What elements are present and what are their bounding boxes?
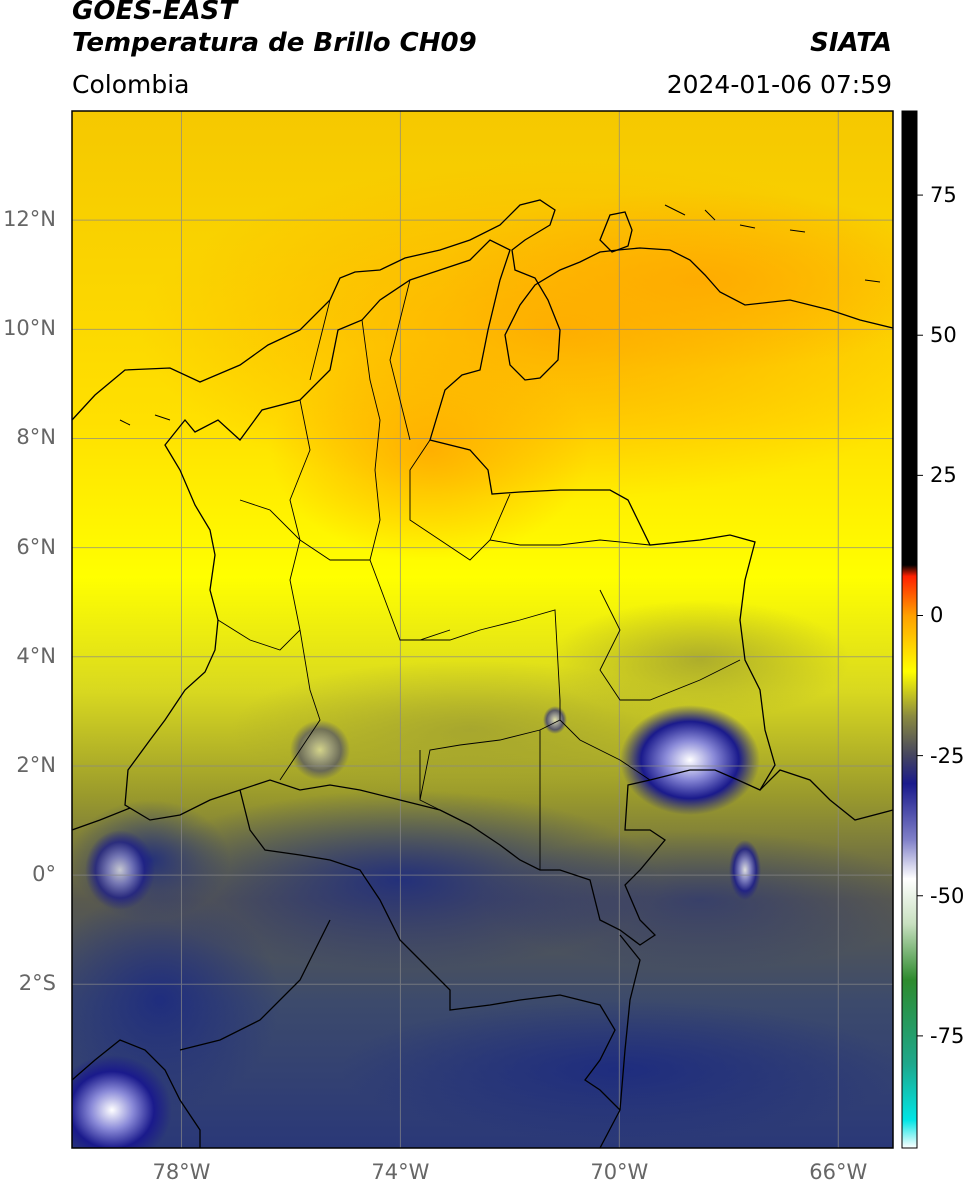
lat-tick-label: 4°N [16, 643, 56, 668]
department-boundaries [217, 279, 741, 870]
colorbar-tick-label: 75 [930, 183, 957, 208]
satellite-title: GOES-EAST [72, 0, 238, 26]
caribbean-coastline [72, 199, 893, 421]
colorbar-tick-label: 0 [930, 603, 944, 628]
peru-inner-border [179, 919, 331, 1051]
colorbar-tick-label: -50 [930, 883, 965, 908]
organization-label: SIATA [810, 28, 892, 58]
islands [119, 204, 881, 426]
lon-tick-label: 78°W [152, 1160, 211, 1184]
graticule [72, 111, 893, 1148]
colorbar-tick-label: -75 [930, 1023, 965, 1048]
map-frame [71, 110, 894, 1149]
lat-tick-label: 10°N [3, 316, 56, 341]
ecuador-peru-border [72, 789, 621, 1111]
brazil-border [599, 934, 641, 1148]
colorbar-tick-label: -25 [930, 743, 965, 768]
paraguana-peninsula [599, 211, 633, 253]
colorbar [901, 110, 918, 1149]
lat-tick-label: 8°N [16, 425, 56, 450]
lat-tick-label: 12°N [3, 207, 56, 232]
lon-tick-label: 70°W [590, 1160, 649, 1184]
colorbar-tick-label: 25 [930, 463, 957, 488]
lat-tick-label: 2°N [16, 752, 56, 777]
venezuela-brazil-border [759, 769, 893, 821]
peru-coast [72, 1039, 201, 1148]
colombia-outline [124, 239, 776, 946]
region-label: Colombia [72, 70, 190, 99]
lat-tick-label: 6°N [16, 534, 56, 559]
colorbar-ticks [917, 194, 923, 1037]
lat-tick-label: 0° [32, 862, 56, 887]
borders [72, 199, 893, 1148]
lat-tick-label: 2°S [18, 971, 56, 996]
lon-tick-label: 66°W [809, 1160, 868, 1184]
colorbar-tick-label: 50 [930, 323, 957, 348]
timestamp-label: 2024-01-06 07:59 [666, 70, 892, 99]
product-title: Temperatura de Brillo CH09 [72, 28, 477, 58]
lon-tick-label: 74°W [371, 1160, 430, 1184]
